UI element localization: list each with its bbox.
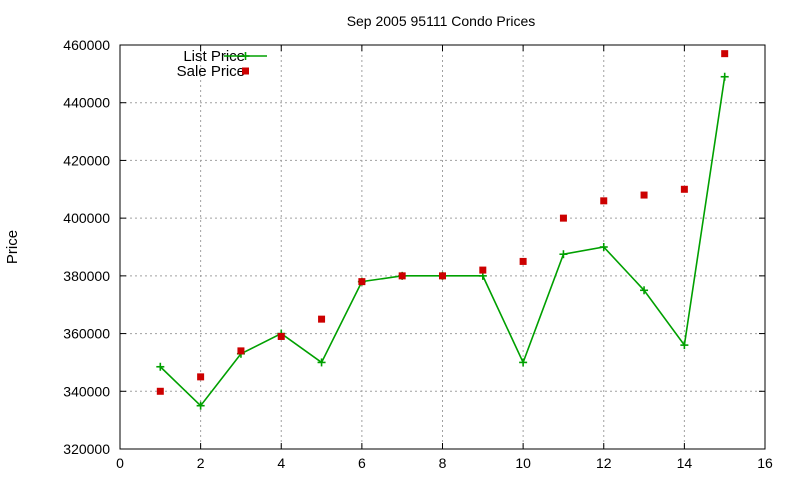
sale-price-point: [318, 315, 326, 323]
x-tick-label: 4: [277, 455, 285, 471]
sale-price-point: [479, 266, 487, 274]
sale-price-point: [559, 214, 567, 222]
sale-price-point: [358, 278, 366, 286]
legend-label: Sale Price: [177, 63, 245, 80]
sale-price-point: [439, 272, 446, 280]
x-tick-label: 14: [677, 455, 693, 471]
x-tick-label: 16: [757, 455, 773, 471]
list-price-point: [720, 72, 729, 81]
sale-price-point: [680, 185, 688, 193]
list-price-point: [317, 358, 326, 367]
y-tick-label: 380000: [63, 268, 110, 284]
y-tick-label: 340000: [63, 383, 110, 399]
sale-price-point: [156, 387, 164, 395]
sale-price-point: [277, 332, 285, 340]
x-tick-label: 10: [515, 455, 531, 471]
series-sale-price: [156, 50, 729, 395]
y-tick-label: 320000: [63, 441, 110, 457]
x-tick-label: 2: [197, 455, 205, 471]
list-price-point: [640, 286, 649, 295]
legend-square-marker: [242, 67, 249, 75]
x-tick-label: 6: [358, 455, 366, 471]
y-tick-label: 400000: [63, 210, 110, 226]
x-tick-label: 12: [596, 455, 612, 471]
list-price-point: [156, 362, 165, 371]
y-tick-label: 360000: [63, 326, 110, 342]
list-price-point: [599, 243, 608, 251]
y-tick-label: 440000: [63, 95, 110, 111]
list-price-point: [559, 250, 568, 259]
axis-ticks: 0 2 4 6 8 10 12 14 16 320000 340000 360000 380000 400…: [63, 37, 773, 471]
series-area: [156, 50, 729, 410]
sale-price-point: [519, 257, 527, 265]
sale-price-point: [197, 373, 205, 381]
sale-price-point: [237, 347, 245, 355]
list-price-point: [196, 401, 205, 410]
legend-label: List Price: [183, 48, 245, 65]
sale-price-point: [398, 272, 406, 280]
x-tick-label: 0: [116, 455, 124, 471]
sale-price-point: [600, 197, 608, 205]
y-tick-label: 420000: [63, 152, 110, 168]
y-tick-label: 460000: [63, 37, 110, 53]
list-price-point: [519, 358, 528, 367]
list-price-point: [680, 341, 689, 350]
sale-price-point: [640, 191, 648, 199]
grid: [120, 45, 765, 449]
legend-plus-marker: [241, 52, 250, 60]
x-tick-label: 8: [439, 455, 447, 471]
sale-price-point: [721, 50, 729, 58]
chart-title: Sep 2005 95111 Condo Prices: [347, 13, 536, 29]
y-axis-label: Price: [4, 230, 21, 264]
